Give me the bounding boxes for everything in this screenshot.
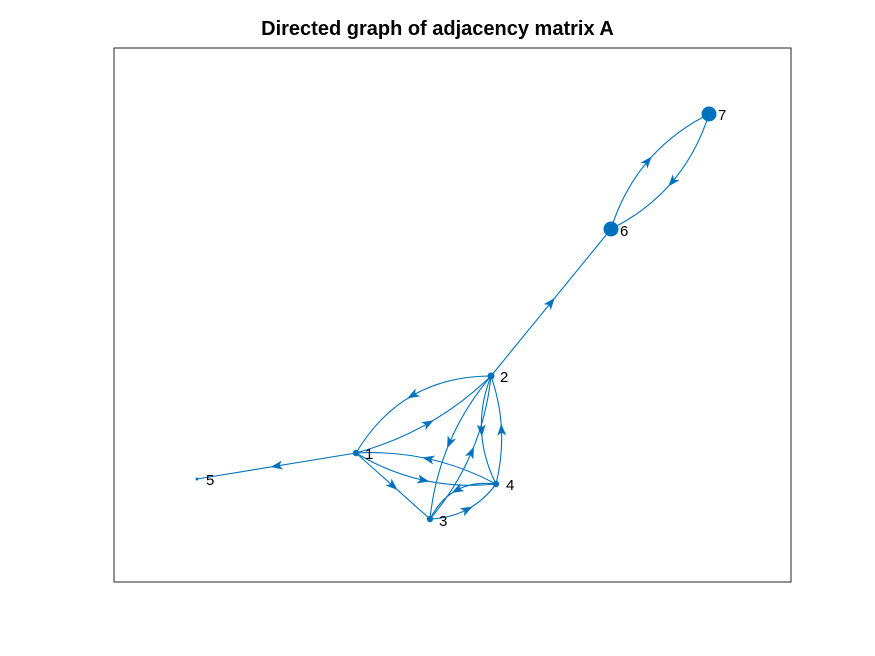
node-5	[195, 477, 199, 481]
arrowhead-1-to-3	[385, 478, 398, 490]
arrowhead-2-to-6	[543, 297, 555, 310]
node-label-2: 2	[500, 369, 508, 386]
node-3	[426, 515, 434, 523]
node-label-4: 4	[506, 477, 514, 494]
arrowhead-1-to-2	[421, 420, 434, 431]
node-4	[492, 480, 500, 488]
node-label-6: 6	[620, 223, 628, 240]
arrows-layer	[270, 156, 680, 517]
labels-layer: 1 2 3 4 5 6 7	[206, 107, 726, 530]
arrowhead-2-to-1	[407, 388, 421, 399]
arrowhead-4-to-1	[422, 455, 435, 465]
nodes-layer	[195, 106, 717, 523]
node-7	[701, 106, 717, 122]
node-6	[603, 221, 619, 237]
node-label-5: 5	[206, 472, 214, 489]
arrowhead-7-to-6	[668, 174, 680, 187]
arrowhead-1-to-5	[270, 460, 284, 470]
arrowhead-3-to-4	[459, 506, 473, 517]
node-label-3: 3	[439, 513, 447, 530]
figure-title: Directed graph of adjacency matrix A	[261, 18, 614, 40]
arrowhead-2-to-4	[476, 424, 486, 437]
node-label-1: 1	[365, 446, 373, 463]
arrowhead-4-to-3	[451, 483, 465, 493]
arrowhead-1-to-4	[416, 474, 430, 484]
arrowhead-3-to-2	[465, 446, 474, 460]
node-label-7: 7	[718, 107, 726, 124]
arrowhead-2-to-3	[447, 435, 456, 449]
arrowhead-6-to-7	[640, 156, 652, 169]
node-2	[487, 372, 495, 380]
plot-frame	[113, 47, 792, 583]
node-1	[352, 449, 360, 457]
arrowhead-4-to-2	[497, 423, 507, 436]
